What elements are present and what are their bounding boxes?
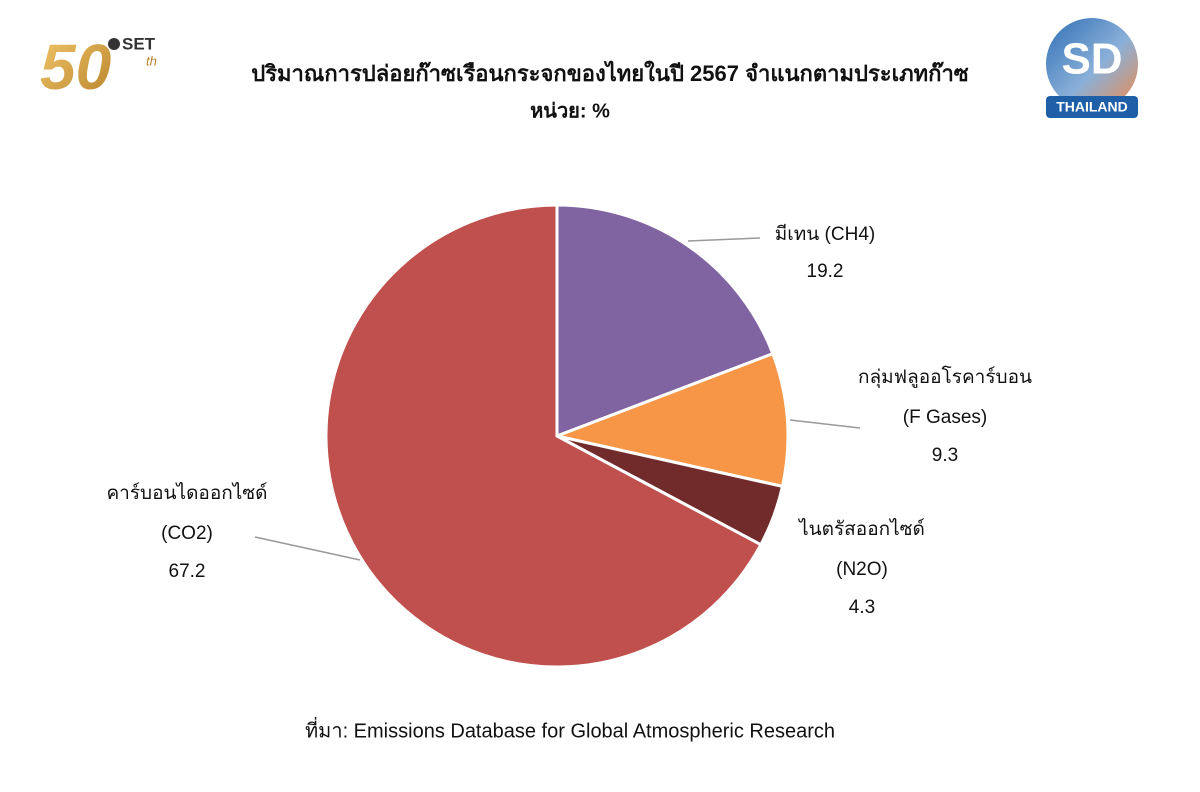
source-note: ที่มา: Emissions Database for Global Atm… bbox=[305, 716, 835, 742]
slice-label: มีเทน (CH4) bbox=[775, 223, 875, 245]
sd-logo: SD THAILAND bbox=[1046, 18, 1138, 118]
slice-label: (CO2) bbox=[161, 523, 213, 544]
logo-band bbox=[1046, 96, 1138, 118]
logo-name: THAILAND bbox=[1056, 99, 1128, 115]
logo-suffix: th bbox=[146, 53, 157, 68]
pie-slice bbox=[324, 203, 763, 669]
slice-label: (N2O) bbox=[836, 559, 888, 580]
logo-name: SET bbox=[122, 34, 156, 53]
pie-slice bbox=[555, 203, 775, 439]
logo-dot bbox=[108, 38, 120, 50]
value-label: 4.3 bbox=[849, 597, 875, 618]
leader-line bbox=[687, 237, 761, 242]
logo-number: 50 bbox=[40, 31, 111, 103]
chart-subtitle: หน่วย: % bbox=[530, 100, 610, 122]
slice-label: คาร์บอนไดออกไซด์ bbox=[106, 482, 267, 504]
value-label: 9.3 bbox=[932, 445, 958, 466]
slice-label: ไนตรัสออกไซด์ bbox=[797, 518, 925, 540]
slice-label: กลุ่มฟลูออโรคาร์บอน bbox=[858, 365, 1032, 389]
leader-line bbox=[254, 536, 361, 561]
value-label: 67.2 bbox=[169, 561, 206, 582]
pie-slice bbox=[551, 351, 790, 489]
set-logo: 50 SET th bbox=[40, 31, 157, 103]
logo-mark: SD bbox=[1061, 35, 1122, 84]
value-label: 19.2 bbox=[807, 261, 844, 282]
leader-line bbox=[789, 419, 861, 429]
logo-circle bbox=[1046, 18, 1138, 110]
slice-label: (F Gases) bbox=[903, 407, 987, 428]
chart-title: ปริมาณการปล่อยก๊าซเรือนกระจกของไทยในปี 2… bbox=[251, 60, 969, 86]
